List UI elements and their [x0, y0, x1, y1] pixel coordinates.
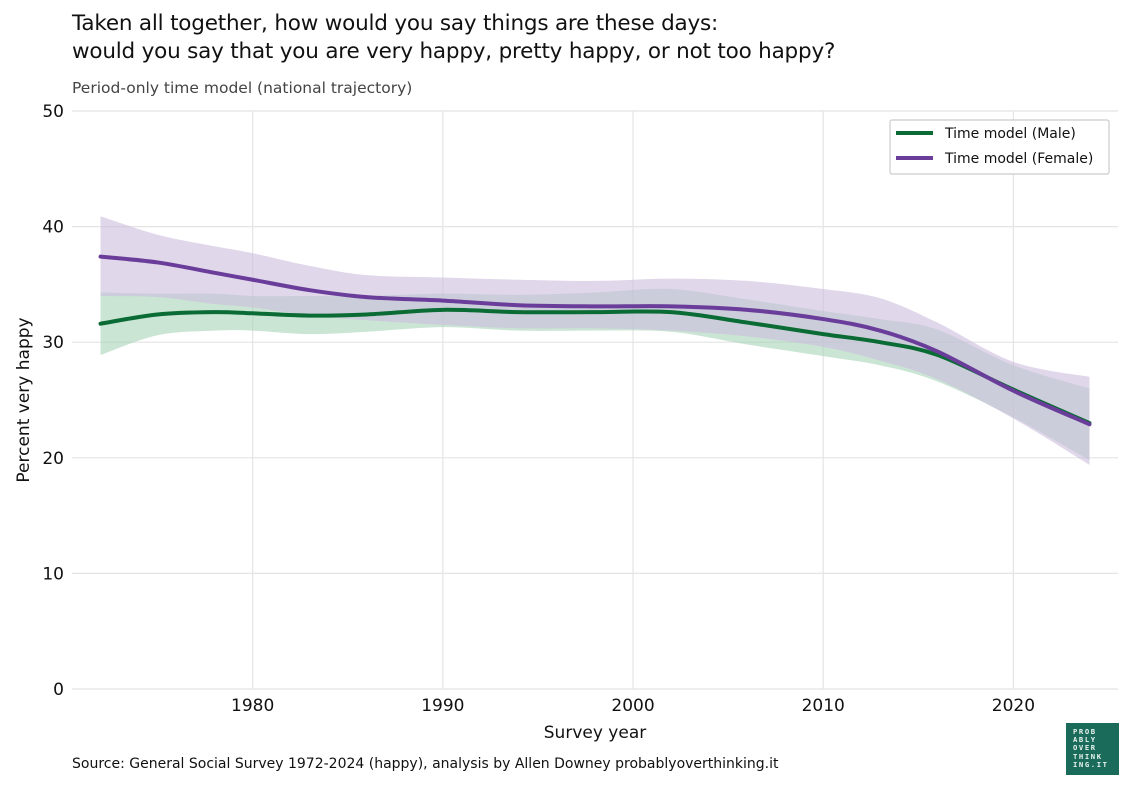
y-tick-label: 30 — [42, 333, 64, 353]
legend: Time model (Male) Time model (Female) — [889, 119, 1110, 175]
legend-label: Time model (Female) — [944, 151, 1093, 167]
y-axis-label: Percent very happy — [14, 317, 34, 482]
chart-title: Taken all together, how would you say th… — [72, 10, 835, 66]
y-tick-label: 0 — [53, 680, 64, 700]
series-line — [98, 307, 1092, 426]
chart-subtitle: Period-only time model (national traject… — [72, 79, 413, 97]
series-lines — [98, 254, 1092, 427]
x-tick-label: 2010 — [802, 696, 845, 716]
y-tick-labels: 0 10 20 30 40 50 — [42, 102, 64, 700]
x-axis-label: Survey year — [544, 723, 646, 743]
chart-title-line-2: would you say that you are very happy, p… — [72, 39, 836, 64]
logo-line: ABLY — [1073, 735, 1097, 745]
x-tick-label: 1990 — [421, 696, 464, 716]
y-tick-label: 50 — [42, 102, 64, 122]
probably-overthinking-it-logo: PROB ABLY OVER THINK ING.IT — [1066, 723, 1119, 775]
source-note: Source: General Social Survey 1972-2024 … — [72, 756, 779, 772]
logo-line: OVER — [1073, 743, 1097, 753]
logo-line: THINK — [1073, 751, 1103, 761]
series-line — [98, 254, 1092, 427]
logo-line: ING.IT — [1073, 759, 1109, 769]
confidence-bands — [100, 216, 1090, 465]
x-tick-label: 1980 — [231, 696, 274, 716]
chart-title-line-1: Taken all together, how would you say th… — [72, 11, 719, 36]
y-tick-label: 20 — [42, 449, 64, 469]
grid-lines — [72, 110, 1118, 690]
logo-line: PROB — [1073, 727, 1097, 736]
x-tick-labels: 1980 1990 2000 2010 2020 — [231, 696, 1035, 716]
legend-label: Time model (Male) — [944, 126, 1076, 142]
x-tick-label: 2000 — [611, 696, 654, 716]
y-tick-label: 10 — [42, 564, 64, 584]
confidence-band — [100, 216, 1090, 465]
x-tick-label: 2020 — [992, 696, 1035, 716]
y-tick-label: 40 — [42, 218, 64, 238]
legend-box — [889, 119, 1110, 175]
